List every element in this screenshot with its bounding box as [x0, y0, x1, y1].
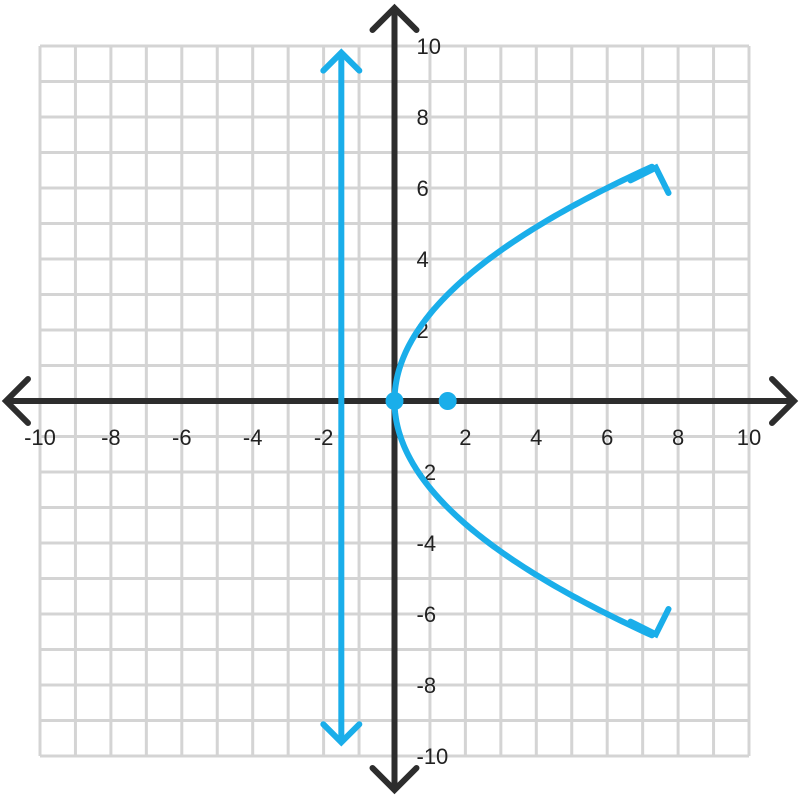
y-tick-label: 4 [417, 247, 429, 272]
y-tick-label: -8 [417, 673, 437, 698]
x-tick-label: 6 [601, 425, 613, 450]
y-tick-label: 8 [417, 105, 429, 130]
x-axis-arrow-right [769, 376, 799, 426]
x-tick-label: -10 [24, 425, 56, 450]
x-tick-label: -6 [172, 425, 192, 450]
x-tick-label: 4 [530, 425, 542, 450]
x-tick-label: 8 [672, 425, 684, 450]
x-tick-label: 2 [459, 425, 471, 450]
parabola-arrow-top [627, 163, 672, 196]
x-tick-label: -4 [243, 425, 263, 450]
y-tick-label: -4 [417, 531, 437, 556]
series-layer [320, 48, 672, 747]
y-axis-arrow-bottom [369, 765, 420, 795]
y-tick-label: -10 [417, 744, 449, 769]
y-axis-arrow-top [369, 3, 420, 33]
x-axis-arrow-left [1, 376, 31, 426]
y-tick-label: 6 [417, 176, 429, 201]
x-tick-label: 10 [737, 425, 761, 450]
parabola-arrow-bottom [627, 606, 672, 639]
x-tick-label: -8 [101, 425, 121, 450]
directrix-arrow-bottom [320, 721, 363, 747]
focus-point [438, 392, 457, 410]
points-layer [385, 392, 457, 410]
directrix-arrow-top [320, 48, 363, 74]
y-tick-label: 10 [417, 34, 441, 59]
x-tick-label: -2 [314, 425, 334, 450]
vertex-point [385, 392, 404, 410]
y-tick-label: -6 [417, 602, 437, 627]
